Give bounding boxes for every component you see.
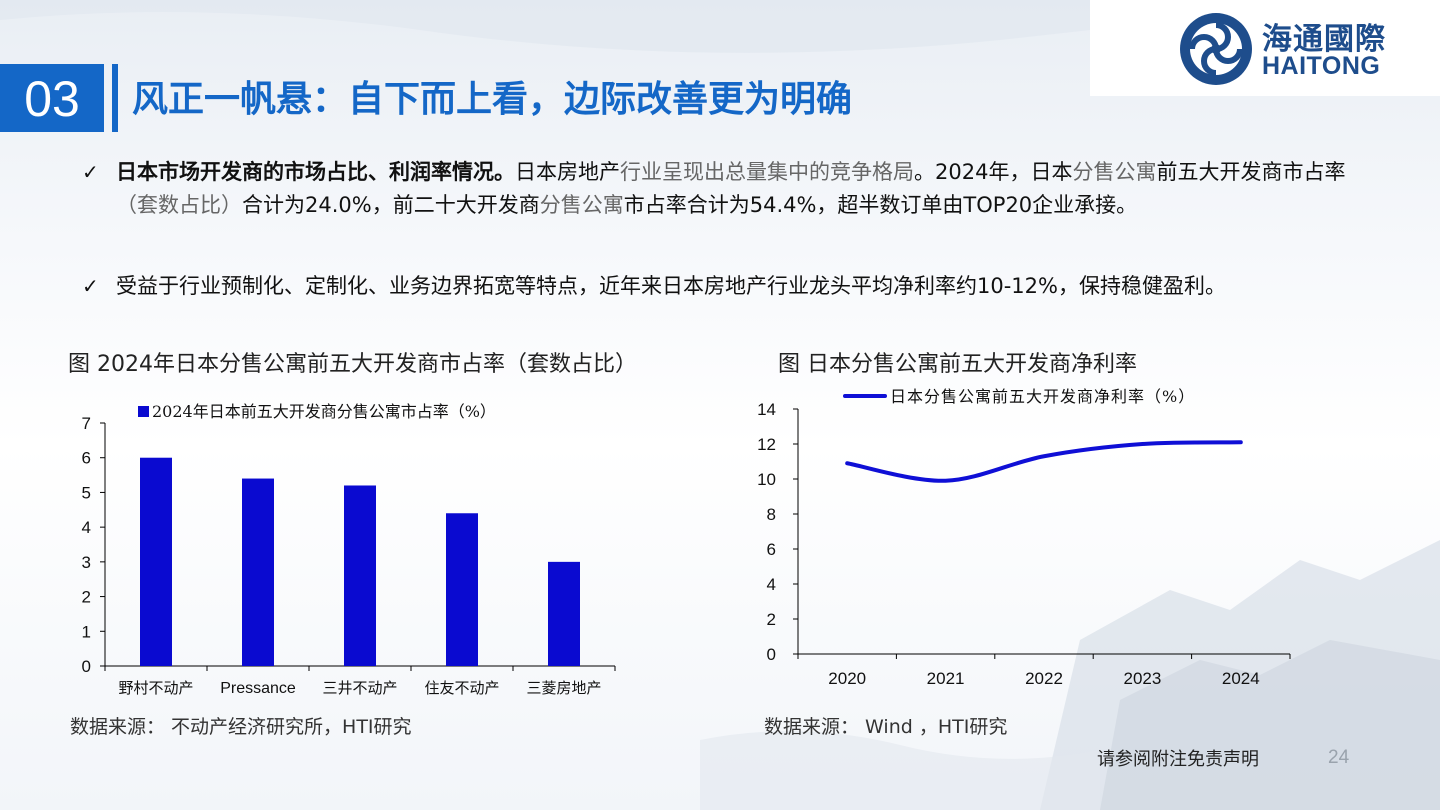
figure-left-source: 数据来源： 不动产经济研究所，HTI研究 (70, 716, 412, 738)
x-tick-label: 2024 (1222, 669, 1260, 688)
legend-label: 2024年日本前五大开发商分售公寓市占率（%） (152, 402, 496, 421)
x-tick-label: 2022 (1025, 669, 1063, 688)
bullet-market-share: ✓ 日本市场开发商的市场占比、利润率情况。日本房地产行业呈现出总量集中的竞争格局… (82, 156, 1372, 222)
x-category-label: 三井不动产 (322, 679, 397, 697)
figure-right-source: 数据来源： Wind ，HTI研究 (764, 716, 1008, 738)
seg: 日本房地产 (515, 160, 620, 184)
y-tick-label: 8 (767, 505, 776, 524)
y-tick-label: 2 (82, 588, 91, 607)
seg: 前五大开发商市占率 (1156, 160, 1346, 184)
line-chart: 0 2 4 6 8 10 12 14 2020 2021 2022 2023 2024 日本分售公寓前五大… (757, 387, 1291, 688)
logo: 海通國際 HAITONG (1090, 0, 1440, 96)
page-title: 风正一帆悬：自下而上看，边际改善更为明确 (132, 79, 853, 120)
y-tick-label: 10 (757, 470, 776, 489)
bullet-profit-margin: ✓ 受益于行业预制化、定制化、业务边界拓宽等特点，近年来日本房地产行业龙头平均净… (82, 270, 1372, 303)
legend-label: 日本分售公寓前五大开发商净利率（%） (890, 387, 1195, 406)
bar (446, 513, 478, 666)
bar (548, 561, 580, 666)
bar (344, 485, 376, 666)
seg: 分售公寓 (539, 193, 624, 217)
y-tick-label: 1 (82, 622, 91, 641)
logo-chinese: 海通國際 (1262, 22, 1386, 57)
seg: 市占率合计为54.4%，超半数订单由TOP20企业承接。 (623, 193, 1138, 217)
seg: （套数占比） (116, 193, 242, 217)
y-tick-label: 2 (767, 610, 776, 629)
x-category-label: 住友不动产 (424, 679, 499, 697)
y-tick-label: 12 (757, 435, 776, 454)
bullet-text: 日本市场开发商的市场占比、利润率情况。日本房地产行业呈现出总量集中的竞争格局。2… (116, 156, 1372, 222)
y-tick-label: 6 (82, 449, 91, 468)
legend-swatch (138, 406, 149, 417)
x-category-label: 三菱房地产 (526, 679, 601, 697)
series-line (845, 440, 1243, 483)
y-tick-label: 7 (82, 414, 91, 433)
x-category-label: Pressance (220, 680, 296, 697)
figure-right-title: 图 日本分售公寓前五大开发商净利率 (778, 352, 1137, 377)
x-tick-label: 2023 (1123, 669, 1161, 688)
y-tick-label: 14 (757, 400, 776, 419)
y-tick-label: 5 (82, 483, 91, 502)
x-category-label: 野村不动产 (118, 679, 193, 697)
logo-english: HAITONG (1262, 52, 1381, 80)
x-tick-label: 2020 (828, 669, 866, 688)
section-number: 03 (0, 64, 104, 132)
seg: 行业呈现出总量集中的竞争格局 (620, 160, 914, 184)
seg: 。2024年，日本 (914, 160, 1073, 184)
y-tick-label: 4 (82, 518, 91, 537)
figure-left-title: 图 2024年日本分售公寓前五大开发商市占率（套数占比） (68, 352, 637, 377)
seg: 分售公寓 (1072, 160, 1157, 184)
y-tick-label: 0 (767, 645, 776, 664)
bullet-text: 受益于行业预制化、定制化、业务边界拓宽等特点，近年来日本房地产行业龙头平均净利率… (116, 274, 1226, 298)
y-tick-label: 0 (82, 657, 91, 676)
x-tick-label: 2021 (927, 669, 965, 688)
bar-chart: 0 1 2 3 4 5 6 7 野村不动产 Pressance 三井不动产 住友不动产 三菱房地产 202… (82, 402, 616, 697)
bar (242, 478, 274, 666)
y-tick-label: 3 (82, 553, 91, 572)
y-tick-label: 6 (767, 540, 776, 559)
section-divider (112, 64, 118, 132)
bullet-heading: 日本市场开发商的市场占比、利润率情况。 (116, 160, 515, 184)
seg: 合计为24.0%，前二十大开发商 (242, 193, 540, 217)
y-tick-label: 4 (767, 575, 776, 594)
page-number: 24 (1328, 747, 1350, 768)
check-icon: ✓ (82, 160, 99, 184)
check-icon: ✓ (82, 274, 99, 298)
bar (140, 457, 172, 666)
disclaimer-note: 请参阅附注免责声明 (1097, 749, 1259, 770)
haitong-logo-icon (1180, 13, 1252, 85)
